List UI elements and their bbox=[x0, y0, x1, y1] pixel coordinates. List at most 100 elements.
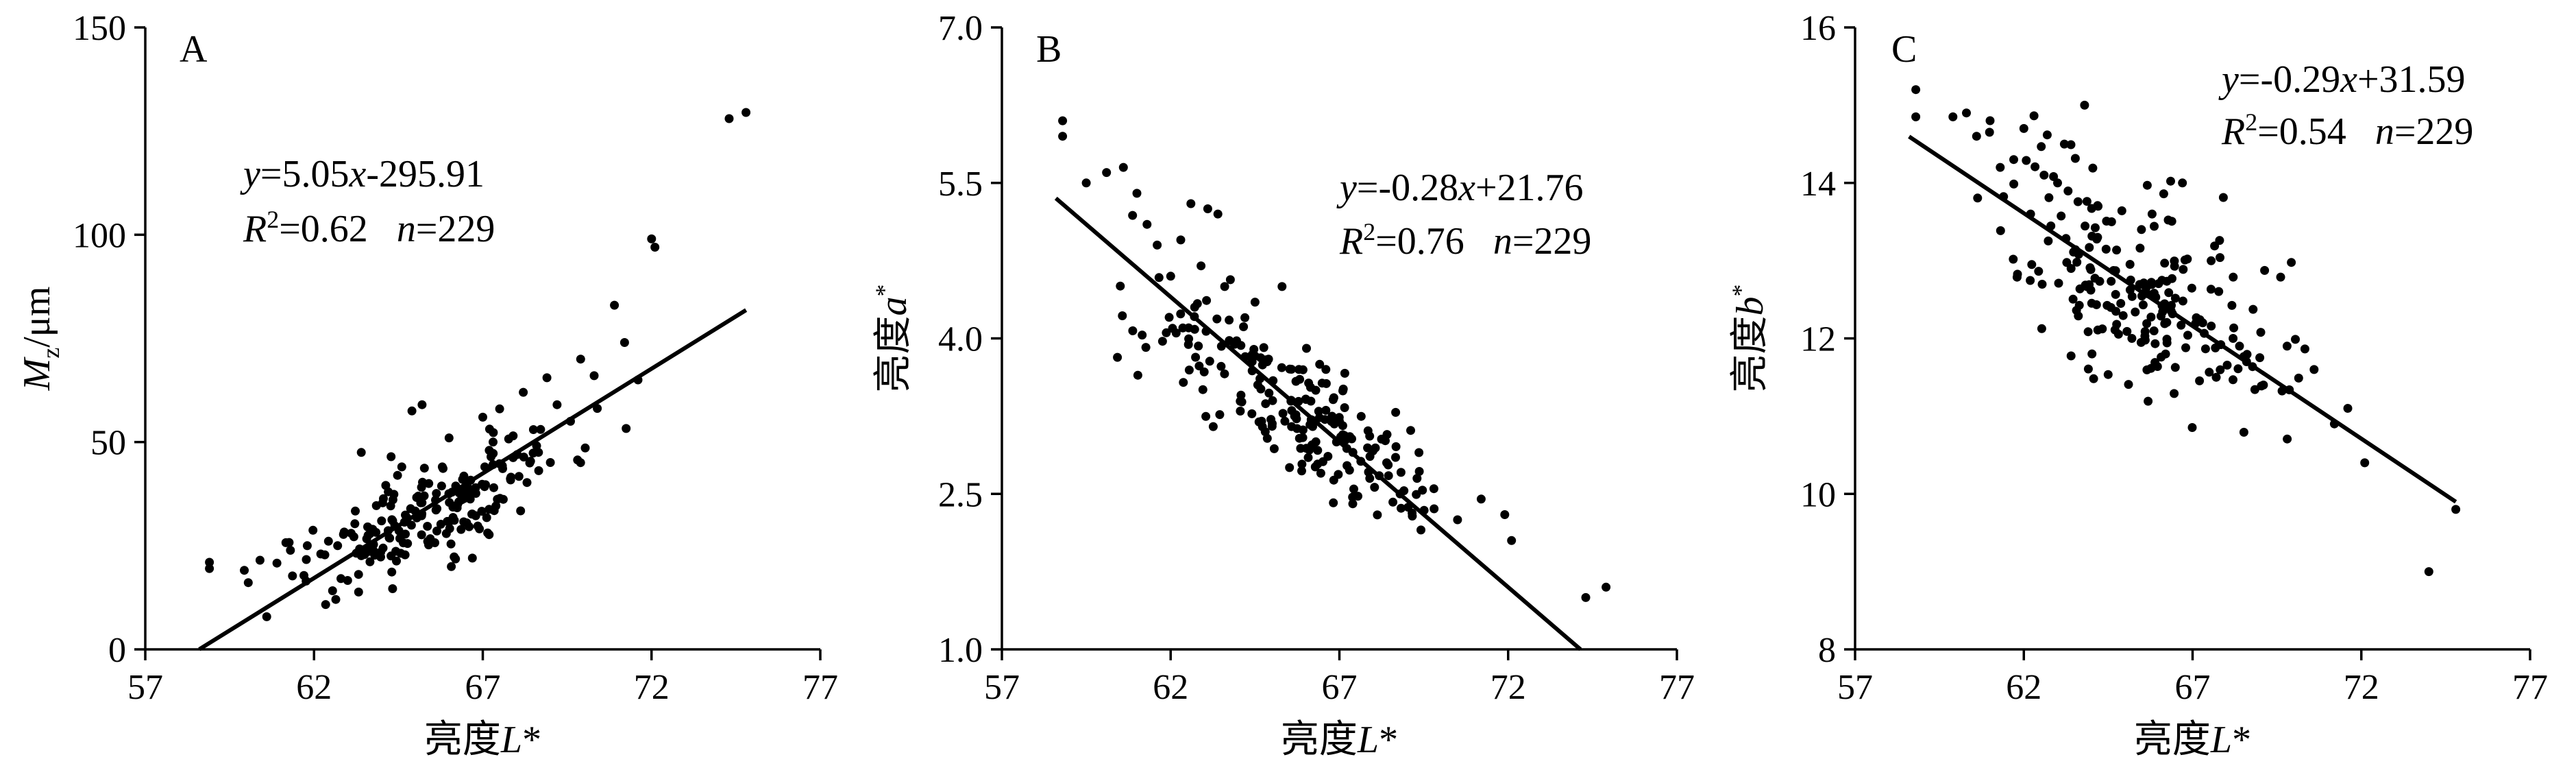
panel-c-point bbox=[2206, 285, 2216, 294]
panel-a-point bbox=[437, 481, 446, 491]
panel-a-point bbox=[356, 448, 366, 457]
panel-a-point bbox=[284, 538, 294, 547]
panel-c-point bbox=[2037, 324, 2046, 333]
panel-a-point bbox=[447, 562, 456, 571]
panel-b-point bbox=[1408, 512, 1417, 521]
panel-c-point bbox=[1996, 226, 2005, 235]
panel-c-point bbox=[2140, 335, 2150, 345]
panel-a-point bbox=[589, 371, 599, 381]
panel-a-point bbox=[354, 587, 363, 597]
panel-c-point bbox=[2164, 288, 2174, 298]
panel-b-y-tick-label: 2.5 bbox=[938, 475, 983, 514]
panel-c-point bbox=[2103, 370, 2113, 379]
panel-c-point bbox=[2187, 423, 2197, 432]
panel-a-point bbox=[417, 400, 427, 409]
panel-b-point bbox=[1128, 211, 1138, 220]
panel-b-point bbox=[1154, 273, 1164, 283]
panel-c-point bbox=[2294, 373, 2303, 383]
panel-b-point bbox=[1305, 383, 1315, 392]
panel-b-point bbox=[1261, 355, 1271, 365]
panel-b-point bbox=[1334, 413, 1344, 422]
panel-b-point bbox=[1349, 484, 1358, 494]
panel-a-point bbox=[478, 412, 487, 422]
panel-a-point bbox=[387, 567, 397, 577]
panel-c-point bbox=[2090, 274, 2100, 283]
panel-c-x-tick-label: 77 bbox=[2512, 668, 2548, 707]
panel-b-point bbox=[1340, 403, 1349, 412]
panel-a-ticks: 57 62 67 72 77 0 50 100 150 bbox=[73, 9, 838, 707]
panel-a-point bbox=[286, 546, 295, 555]
panel-b-point bbox=[1261, 399, 1271, 409]
panel-a-point bbox=[456, 525, 466, 534]
panel-c-point bbox=[2083, 327, 2093, 337]
panel-c-y-tick-label: 12 bbox=[1800, 320, 1836, 359]
panel-a-point bbox=[622, 424, 631, 433]
panel-a-point bbox=[522, 478, 532, 488]
panel-b-point bbox=[1118, 311, 1127, 320]
panel-b-point bbox=[1365, 431, 1375, 441]
panel-b-point bbox=[1142, 219, 1152, 229]
panel-a-point bbox=[473, 521, 482, 531]
panel-b-y-tick-label: 7.0 bbox=[938, 9, 983, 48]
panel-c-point bbox=[2211, 372, 2221, 382]
panel-b-point bbox=[1153, 240, 1162, 250]
panel-c-point bbox=[1996, 163, 2005, 172]
panel-c-point bbox=[2044, 193, 2054, 202]
panel-b-point bbox=[1081, 178, 1091, 188]
panel-b-ticks: 57 62 67 72 77 1.0 2.5 4.0 5.5 7.0 bbox=[938, 9, 1695, 707]
panel-b-point bbox=[1178, 323, 1188, 333]
panel-b-point bbox=[1373, 510, 1382, 520]
panel-b-point bbox=[1201, 411, 1211, 421]
panel-a-point bbox=[498, 464, 507, 473]
panel-c-point bbox=[2216, 253, 2224, 263]
panel-b-point bbox=[1220, 282, 1229, 291]
panel-a-point bbox=[371, 527, 381, 537]
panel-c-point bbox=[2124, 380, 2133, 389]
panel-c-point bbox=[2170, 261, 2179, 271]
panel-c-point bbox=[2089, 374, 2098, 383]
panel-c-point bbox=[2087, 204, 2096, 213]
panel-b-point bbox=[1220, 369, 1229, 379]
panel-b-point bbox=[1306, 396, 1316, 406]
panel-c-point bbox=[2163, 215, 2173, 225]
panel-c-point bbox=[2083, 364, 2093, 374]
panel-b-point bbox=[1176, 235, 1186, 245]
panel-a-point bbox=[381, 481, 391, 490]
panel-b-point bbox=[1302, 344, 1311, 353]
panel-c-point bbox=[2248, 304, 2258, 314]
panel-b-r2-n: R2=0.76 n=229 bbox=[1339, 218, 1591, 263]
panel-c-point bbox=[2343, 404, 2353, 413]
panel-c-x-axis-label: 亮度L* bbox=[2134, 719, 2251, 761]
panel-b-point bbox=[1412, 474, 1422, 483]
panel-a-point bbox=[205, 557, 214, 567]
panel-c-fit-line bbox=[1908, 134, 2457, 504]
panel-b-point bbox=[1280, 416, 1290, 426]
panel-b-point bbox=[1430, 504, 1439, 514]
panel-b-point bbox=[1213, 209, 1223, 219]
panel-b-label: B bbox=[1036, 28, 1062, 71]
panel-b-point bbox=[1240, 313, 1250, 322]
panel-c-point bbox=[2210, 241, 2220, 251]
panel-c-point bbox=[2283, 434, 2292, 444]
panel-c-point bbox=[2085, 280, 2094, 289]
panel-b-x-tick-label: 62 bbox=[1153, 668, 1188, 707]
panel-b-point bbox=[1277, 363, 1286, 372]
panel-a-point bbox=[397, 462, 406, 472]
panel-c-point bbox=[2137, 225, 2146, 235]
panel-a-y-tick-label: 0 bbox=[108, 631, 126, 670]
panel-a-point bbox=[350, 519, 360, 529]
panel-c-point bbox=[2276, 272, 2285, 282]
panel-b-point bbox=[1370, 483, 1379, 492]
panel-b-point bbox=[1138, 331, 1147, 340]
panel-a-y-tick-label: 50 bbox=[90, 424, 126, 463]
panel-c-point bbox=[2042, 130, 2052, 140]
panel-c-point bbox=[2122, 326, 2132, 336]
panel-b-point bbox=[1384, 460, 1393, 470]
panel-c-y-tick-label: 14 bbox=[1800, 165, 1836, 204]
panel-b-point bbox=[1132, 189, 1142, 198]
panel-c-point bbox=[2049, 172, 2059, 181]
panel-a-point bbox=[506, 472, 516, 482]
panel-c-point bbox=[2112, 245, 2122, 255]
panel-b-point bbox=[1269, 444, 1279, 453]
panel-c-point bbox=[2257, 381, 2266, 391]
